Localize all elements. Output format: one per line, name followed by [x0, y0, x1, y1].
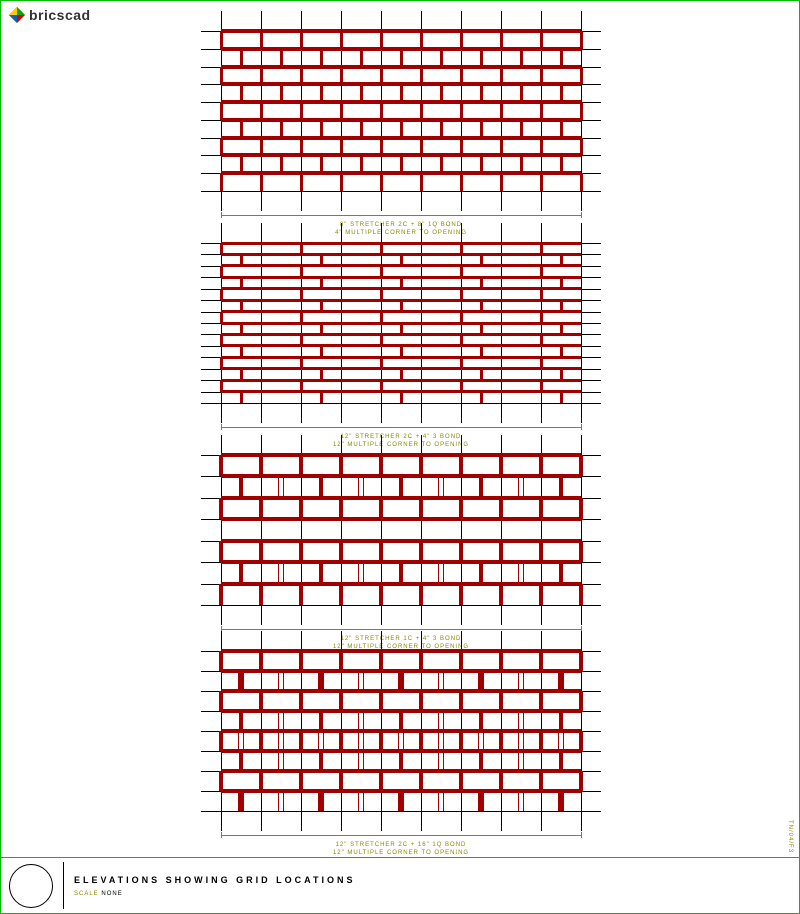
page-frame: bricscad 8" STRETCHER 2C + 8" 1Q BOND4" …	[0, 0, 800, 914]
grid-pattern	[221, 651, 581, 811]
grid-diagram: 12" STRETCHER 1C + 4" 3 BOND12" MULTIPLE…	[221, 455, 581, 652]
grid-pattern	[221, 455, 581, 605]
title-block: ELEVATIONS SHOWING GRID LOCATIONS SCALE …	[1, 857, 799, 913]
diagram-caption: 8" STRETCHER 2C + 8" 1Q BOND4" MULTIPLE …	[221, 221, 581, 238]
grid-diagram: 12" STRETCHER 2C + 16" 1Q BOND12" MULTIP…	[221, 651, 581, 858]
scale-label: SCALE NONE	[74, 891, 356, 897]
scale-value: NONE	[99, 891, 123, 897]
diagram-caption: 12" STRETCHER 2C + 16" 1Q BOND12" MULTIP…	[221, 841, 581, 858]
grid-pattern	[221, 31, 581, 191]
grid-diagram: 12" STRETCHER 2C + 4" 3 BOND12" MULTIPLE…	[221, 243, 581, 450]
title-text: ELEVATIONS SHOWING GRID LOCATIONS SCALE …	[63, 862, 356, 909]
diagrams-area: 8" STRETCHER 2C + 8" 1Q BOND4" MULTIPLE …	[1, 31, 799, 853]
grid-diagram: 8" STRETCHER 2C + 8" 1Q BOND4" MULTIPLE …	[221, 31, 581, 238]
bricscad-icon	[9, 7, 25, 23]
scale-key: SCALE	[74, 891, 99, 897]
north-circle-icon	[9, 864, 53, 908]
drawing-title: ELEVATIONS SHOWING GRID LOCATIONS	[74, 875, 356, 885]
drawing-ref-label: TN/04/F3	[787, 820, 793, 853]
logo-text: bricscad	[29, 7, 91, 23]
logo: bricscad	[9, 7, 91, 23]
diagram-caption: 12" STRETCHER 2C + 4" 3 BOND12" MULTIPLE…	[221, 433, 581, 450]
grid-pattern	[221, 243, 581, 403]
